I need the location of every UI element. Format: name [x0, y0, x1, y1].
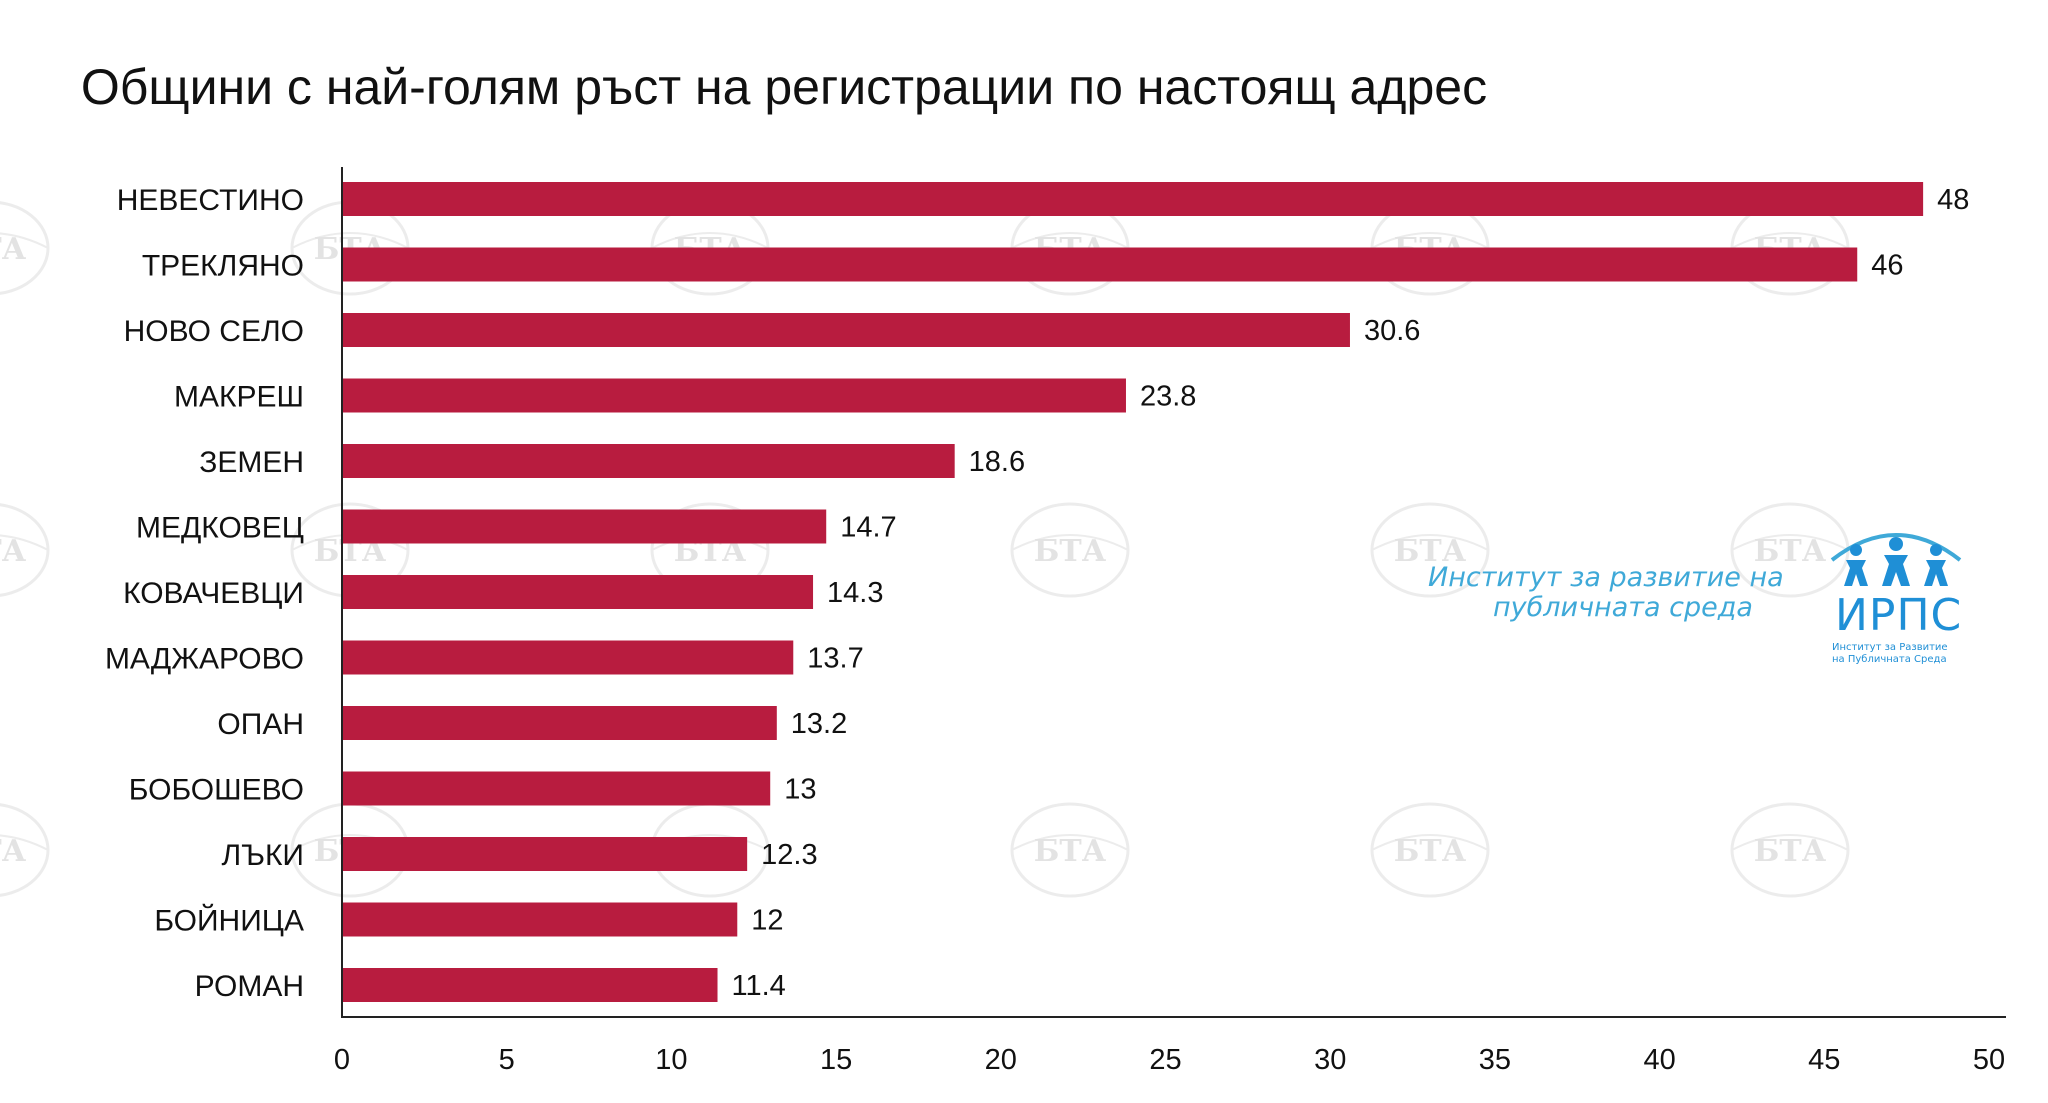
chart-title: Общини с най-голям ръст на регистрации п… [80, 59, 1488, 115]
x-tick-label: 20 [985, 1044, 1017, 1076]
watermark-mark: БТА [0, 201, 50, 295]
category-label: РОМАН [195, 970, 304, 1003]
logo-subtitle-line-1: Институт за Развитие [1832, 642, 1948, 653]
x-tick-label: 50 [1973, 1044, 2005, 1076]
bar [343, 837, 748, 871]
bar [343, 640, 794, 675]
watermark-mark: БТА [1370, 802, 1490, 898]
data-label: 12 [751, 905, 783, 937]
bar [343, 968, 718, 1002]
category-label: БОЙНИЦА [154, 904, 304, 938]
data-label: 46 [1871, 250, 1903, 282]
bar [343, 182, 1924, 216]
bar [343, 902, 738, 937]
data-label: 18.6 [969, 446, 1025, 478]
category-label: НЕВЕСТИНО [117, 184, 304, 217]
watermark-text: БТА [0, 534, 27, 569]
data-label: 12.3 [761, 839, 817, 871]
watermark-mark: БТА [1730, 502, 1850, 598]
data-label: 30.6 [1364, 315, 1420, 347]
data-label: 14.7 [840, 512, 896, 544]
x-tick-label: 45 [1808, 1044, 1840, 1076]
bar [343, 771, 771, 806]
watermark-text: БТА [0, 232, 27, 267]
category-label: МАКРЕШ [174, 381, 304, 414]
x-tick-label: 10 [655, 1044, 687, 1076]
watermark-text: БТА [1754, 534, 1827, 569]
bar [343, 247, 1858, 282]
x-tick-label: 25 [1149, 1044, 1181, 1076]
watermark-mark: БТА [1010, 802, 1130, 898]
data-label: 48 [1937, 184, 1969, 216]
data-label: 14.3 [827, 577, 883, 609]
category-label: КОВАЧЕВЦИ [123, 577, 304, 610]
category-label: БОБОШЕВО [129, 774, 304, 807]
people-icon [1830, 533, 1962, 586]
category-label: ОПАН [217, 708, 304, 741]
watermark-text: БТА [1754, 834, 1827, 869]
category-label: ТРЕКЛЯНО [142, 250, 304, 283]
data-label: 23.8 [1140, 381, 1196, 413]
watermark-mark: БТА [0, 803, 50, 897]
x-tick-label: 40 [1643, 1044, 1675, 1076]
watermark-mark: БТА [0, 503, 50, 597]
watermark-mark: БТА [1010, 502, 1130, 598]
data-label: 13 [784, 774, 816, 806]
watermark-text: БТА [1034, 534, 1107, 569]
x-tick-label: 5 [499, 1044, 515, 1076]
category-label: ЗЕМЕН [199, 446, 304, 479]
bar [343, 706, 777, 740]
logo-abbreviation: ИРПС [1835, 590, 1963, 641]
watermark-text: БТА [1394, 534, 1467, 569]
bars-group [343, 182, 1924, 1002]
labels-group: НЕВЕСТИНО 48 ТРЕКЛЯНО 46 НОВО СЕЛО 30.6 МАКРЕШ… [105, 184, 2005, 1076]
x-tick-label: 0 [334, 1044, 350, 1076]
data-label: 13.7 [807, 643, 863, 675]
bar [343, 378, 1126, 413]
category-label: НОВО СЕЛО [124, 315, 304, 348]
bar [343, 509, 827, 544]
data-label: 13.2 [791, 708, 847, 740]
watermark-mark: БТА [1730, 802, 1850, 898]
axes-group [341, 167, 2006, 1018]
x-tick-label: 35 [1479, 1044, 1511, 1076]
logo-name-line-1: Институт за развитие на [1428, 562, 1784, 593]
logo-name-line-2: публичната среда [1493, 592, 1753, 623]
x-tick-label: 30 [1314, 1044, 1346, 1076]
logo-subtitle-line-2: на Публичната Среда [1832, 654, 1947, 665]
x-tick-label: 15 [820, 1044, 852, 1076]
data-label: 11.4 [732, 970, 786, 1002]
bar [343, 313, 1350, 347]
bar [343, 444, 955, 478]
watermark-text: БТА [1034, 834, 1107, 869]
watermark-text: БТА [1394, 834, 1467, 869]
category-label: МЕДКОВЕЦ [136, 512, 304, 545]
bar [343, 575, 814, 609]
category-label: МАДЖАРОВО [105, 643, 304, 676]
watermark-text: БТА [0, 834, 27, 869]
category-label: ЛЪКИ [222, 839, 304, 872]
watermark-mark: БТА [1370, 502, 1490, 598]
